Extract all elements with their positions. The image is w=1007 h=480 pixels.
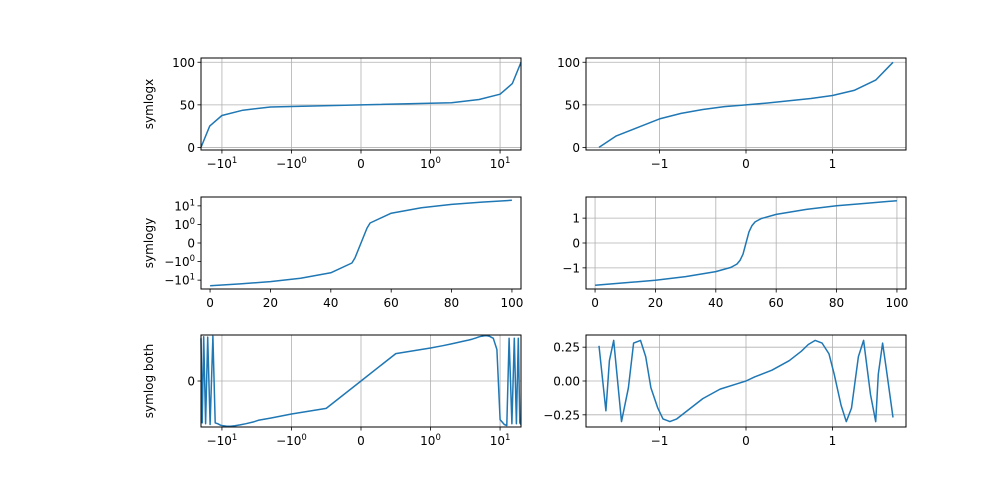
x-tick-label: 0 xyxy=(357,434,365,448)
y-tick-label: −101 xyxy=(164,273,195,288)
subplot-2-1: −1 0 1 0.25 0.00 −0.25 xyxy=(543,334,907,448)
x-tick-label: −1 xyxy=(651,157,669,171)
y-axis: 0 50 100 xyxy=(557,56,586,155)
x-axis: −1 0 1 xyxy=(651,427,837,448)
y-tick-label: 0.00 xyxy=(553,375,580,389)
x-axis: −101 −100 0 100 101 xyxy=(207,150,511,171)
x-tick-label: 100 xyxy=(885,296,908,310)
x-tick-label: 100 xyxy=(420,433,441,448)
y-tick-label: 0 xyxy=(572,237,580,251)
x-tick-label: 1 xyxy=(829,434,837,448)
x-tick-label: 0 xyxy=(742,157,750,171)
x-tick-label: 1 xyxy=(829,157,837,171)
x-tick-label: −100 xyxy=(276,156,307,171)
x-tick-label: 60 xyxy=(769,296,784,310)
y-tick-label: 50 xyxy=(180,98,195,112)
series-line xyxy=(210,199,512,287)
series-line xyxy=(595,199,897,287)
x-tick-label: 0 xyxy=(357,157,365,171)
x-axis: 0 20 40 60 80 100 xyxy=(591,289,908,310)
x-axis: −101 −100 0 100 101 xyxy=(207,427,511,448)
y-tick-label: 100 xyxy=(174,217,195,232)
x-tick-label: 80 xyxy=(829,296,844,310)
series-line xyxy=(200,335,522,427)
subplot-2-0: −101 −100 0 100 101 0 symlog both xyxy=(142,334,522,448)
x-tick-label: 0 xyxy=(742,434,750,448)
x-tick-label: 0 xyxy=(591,296,599,310)
y-tick-label: 0 xyxy=(187,375,195,389)
y-axis: 101 100 0 −100 −101 xyxy=(164,198,201,288)
subplot-1-1: 0 20 40 60 80 100 −1 0 1 xyxy=(562,196,908,310)
y-tick-label: 0 xyxy=(572,141,580,155)
x-tick-label: 40 xyxy=(708,296,723,310)
series-line xyxy=(598,339,894,423)
y-axis-label: symlogx xyxy=(142,79,156,129)
subplot-0-0: −101 −100 0 100 101 0 50 100 symlogx xyxy=(142,56,522,171)
x-tick-label: 20 xyxy=(648,296,663,310)
subplot-0-1: −1 0 1 0 50 100 xyxy=(557,56,907,171)
y-tick-label: 0 xyxy=(187,141,195,155)
x-tick-label: 101 xyxy=(490,156,511,171)
x-tick-label: −101 xyxy=(207,156,238,171)
x-axis: 0 20 40 60 80 100 xyxy=(206,289,523,310)
y-axis: 0 50 100 xyxy=(172,56,201,155)
y-axis-label: symlog both xyxy=(142,344,156,418)
y-axis-label: symlogy xyxy=(142,218,156,268)
subplot-1-0: 0 20 40 60 80 100 101 100 0 −100 −101 symlogy xyxy=(142,196,523,310)
y-axis: 0.25 0.00 −0.25 xyxy=(543,341,586,422)
x-tick-label: 40 xyxy=(323,296,338,310)
x-tick-label: 60 xyxy=(384,296,399,310)
y-tick-label: 0.25 xyxy=(553,341,580,355)
x-tick-label: 100 xyxy=(500,296,523,310)
x-tick-label: 100 xyxy=(420,156,441,171)
series-line xyxy=(598,61,894,149)
y-axis: 0 xyxy=(187,375,201,389)
y-tick-label: −0.25 xyxy=(543,408,580,422)
x-tick-label: 0 xyxy=(206,296,214,310)
x-tick-label: −101 xyxy=(207,433,238,448)
y-tick-label: 50 xyxy=(565,98,580,112)
y-tick-label: −100 xyxy=(164,254,195,269)
y-axis: −1 0 1 xyxy=(562,212,586,275)
y-tick-label: 100 xyxy=(557,56,580,70)
x-tick-label: 80 xyxy=(444,296,459,310)
series-line xyxy=(200,62,522,148)
x-tick-label: −1 xyxy=(651,434,669,448)
x-tick-label: −100 xyxy=(276,433,307,448)
x-tick-label: 20 xyxy=(263,296,278,310)
x-axis: −1 0 1 xyxy=(651,150,837,171)
y-tick-label: 1 xyxy=(572,212,580,226)
y-tick-label: 100 xyxy=(172,56,195,70)
y-tick-label: 0 xyxy=(187,237,195,251)
y-tick-label: 101 xyxy=(174,198,195,213)
y-tick-label: −1 xyxy=(562,261,580,275)
x-tick-label: 101 xyxy=(490,433,511,448)
